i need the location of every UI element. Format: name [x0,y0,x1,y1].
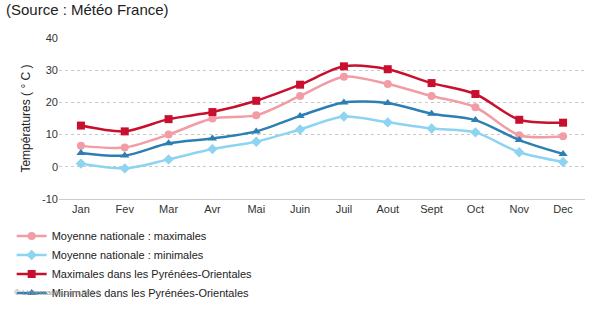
svg-text:Minimales dans les Pyrénées-Or: Minimales dans les Pyrénées-Orientales [52,287,249,299]
svg-text:0: 0 [52,161,58,173]
svg-text:Maximales dans les Pyrénées-Or: Maximales dans les Pyrénées-Orientales [52,268,252,280]
svg-text:Températures ( ° C ): Températures ( ° C ) [19,64,33,172]
svg-text:-10: -10 [42,193,58,205]
svg-text:Moyenne nationale : maximales: Moyenne nationale : maximales [52,230,207,242]
svg-text:10: 10 [46,128,58,140]
svg-text:40: 40 [46,32,58,44]
svg-text:Sept: Sept [420,203,443,215]
svg-text:Jan: Jan [72,203,90,215]
svg-text:Mai: Mai [247,203,265,215]
svg-text:Fev: Fev [116,203,135,215]
svg-text:20: 20 [46,96,58,108]
svg-text:Juil: Juil [336,203,353,215]
svg-text:Juin: Juin [290,203,310,215]
svg-text:© Linternaute.com 2014: © Linternaute.com 2014 [14,288,100,297]
svg-text:Moyenne nationale : minimales: Moyenne nationale : minimales [52,249,204,261]
svg-text:(Source : Météo France): (Source : Météo France) [6,1,169,18]
svg-text:Nov: Nov [509,203,529,215]
svg-text:Dec: Dec [553,203,573,215]
svg-text:30: 30 [46,64,58,76]
svg-text:Oct: Oct [467,203,484,215]
svg-text:Aout: Aout [376,203,399,215]
svg-text:Mar: Mar [159,203,178,215]
svg-text:Avr: Avr [204,203,221,215]
